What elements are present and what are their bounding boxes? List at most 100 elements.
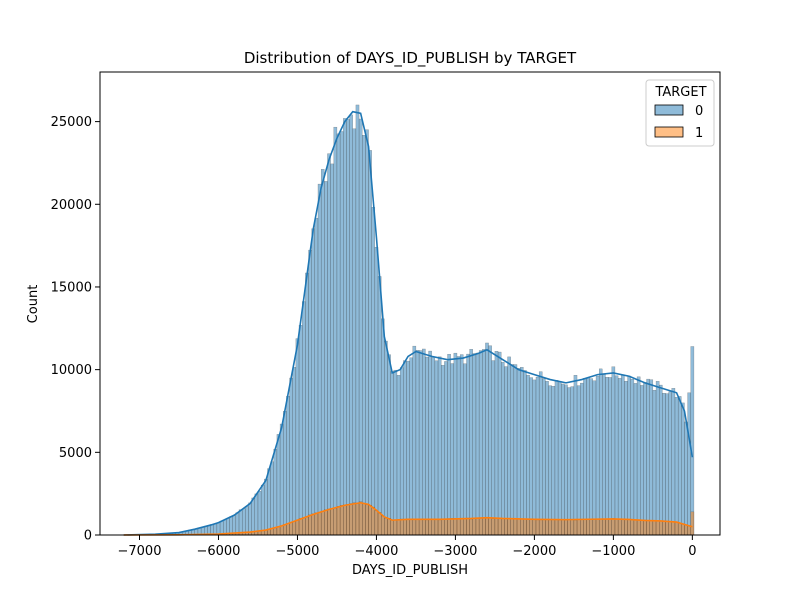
histogram-bar (264, 478, 268, 536)
histogram-bar (349, 503, 353, 536)
histogram-bar (437, 356, 442, 536)
histogram-bar (659, 384, 663, 536)
histogram-bar (633, 519, 638, 536)
histogram-bar (444, 519, 448, 536)
histogram-bar (298, 518, 303, 536)
histogram-bar (684, 524, 688, 536)
histogram-bar (548, 385, 552, 536)
histogram-bar (393, 369, 398, 536)
histogram-bar (475, 352, 480, 536)
histogram-bar (415, 350, 420, 536)
histogram-bar (437, 519, 442, 536)
histogram-bar (254, 493, 259, 536)
histogram-bar (418, 519, 423, 536)
histogram-bar (677, 523, 682, 536)
histogram-bar (431, 518, 436, 536)
histogram-bar (384, 517, 388, 536)
histogram-bar (640, 385, 644, 536)
histogram-bar (605, 376, 609, 536)
histogram-bar (655, 520, 660, 536)
histogram-bar (551, 386, 556, 536)
histogram-bar (677, 396, 682, 536)
histogram-bar (532, 379, 537, 536)
histogram-bar (422, 518, 426, 536)
histogram-bar (592, 380, 597, 536)
histogram-bar (576, 519, 581, 536)
histogram-bar (441, 365, 445, 536)
histogram-bar (444, 361, 448, 536)
histogram-bar (494, 351, 499, 536)
histogram-bar (447, 518, 451, 536)
x-tick-label: −4000 (354, 544, 398, 559)
histogram-bar (627, 375, 631, 536)
histogram-bar (352, 128, 357, 536)
histogram-bar (529, 377, 533, 536)
histogram-bar (611, 366, 616, 536)
histogram-bar (652, 390, 657, 536)
histogram-bar (226, 518, 230, 536)
histogram-bar (358, 501, 363, 536)
histogram-bar (358, 118, 363, 536)
histogram-bar (627, 519, 631, 536)
histogram-bar (327, 153, 331, 536)
histogram-bar (368, 150, 372, 536)
x-tick-label: −5000 (275, 544, 319, 559)
histogram-bar (564, 384, 568, 536)
histogram-bar (314, 512, 319, 536)
histogram-bar (567, 519, 571, 536)
histogram-bar (538, 519, 543, 536)
histogram-bar (643, 382, 647, 536)
histogram-bar (336, 506, 341, 536)
histogram-bar (482, 349, 486, 536)
histogram-bar (273, 448, 278, 536)
histogram-bar (409, 518, 413, 536)
histogram-bar (633, 383, 638, 536)
histogram-bar (662, 393, 666, 536)
histogram-bar (662, 520, 666, 536)
histogram-bar (478, 518, 483, 536)
histogram-bar (478, 350, 483, 536)
histogram-bar (371, 506, 376, 536)
x-axis-ticks: −7000 −6000 −5000 −4000 −3000 −2000 −1000 0 (117, 535, 696, 559)
histogram-bar (542, 519, 546, 536)
histogram-bar (561, 383, 565, 536)
histogram-bar (232, 515, 237, 536)
histogram-bar (583, 519, 587, 536)
histogram-bar (396, 375, 401, 536)
histogram-bar (592, 519, 597, 536)
histogram-bar (602, 519, 606, 536)
histogram-bar (346, 504, 350, 536)
histogram-bar (501, 362, 505, 536)
histogram-bar (545, 519, 549, 536)
histogram-bar (488, 345, 492, 536)
histogram-bar (526, 374, 530, 536)
histogram-bar (393, 519, 398, 536)
histogram-bar (573, 375, 578, 536)
histogram-bar (652, 520, 657, 536)
histogram-bar (491, 518, 496, 536)
histogram-bar (412, 519, 417, 536)
histogram-bar (362, 502, 366, 536)
histogram-bar (513, 364, 518, 536)
legend: TARGET 0 1 (645, 79, 715, 147)
histogram-bar (365, 504, 369, 536)
histogram-bar (507, 356, 511, 536)
histogram-bar (554, 380, 559, 536)
histogram-bar (611, 518, 616, 536)
histogram-bar (557, 381, 562, 536)
histogram-bar (248, 502, 252, 536)
histogram-bar (554, 519, 559, 536)
histogram-bar (608, 377, 612, 536)
histogram-bar (520, 367, 524, 536)
histogram-bar (434, 518, 439, 536)
histogram-bar (516, 518, 521, 536)
histogram-bar (311, 228, 316, 536)
histogram-bar (624, 380, 628, 536)
histogram-bar (352, 502, 357, 536)
histogram-bar (355, 104, 360, 536)
x-axis-label: DAYS_ID_PUBLISH (352, 563, 468, 578)
histogram-bar (279, 525, 284, 536)
histogram-bar (406, 360, 410, 536)
histogram-bar (617, 518, 622, 536)
histogram-bar (561, 519, 565, 536)
